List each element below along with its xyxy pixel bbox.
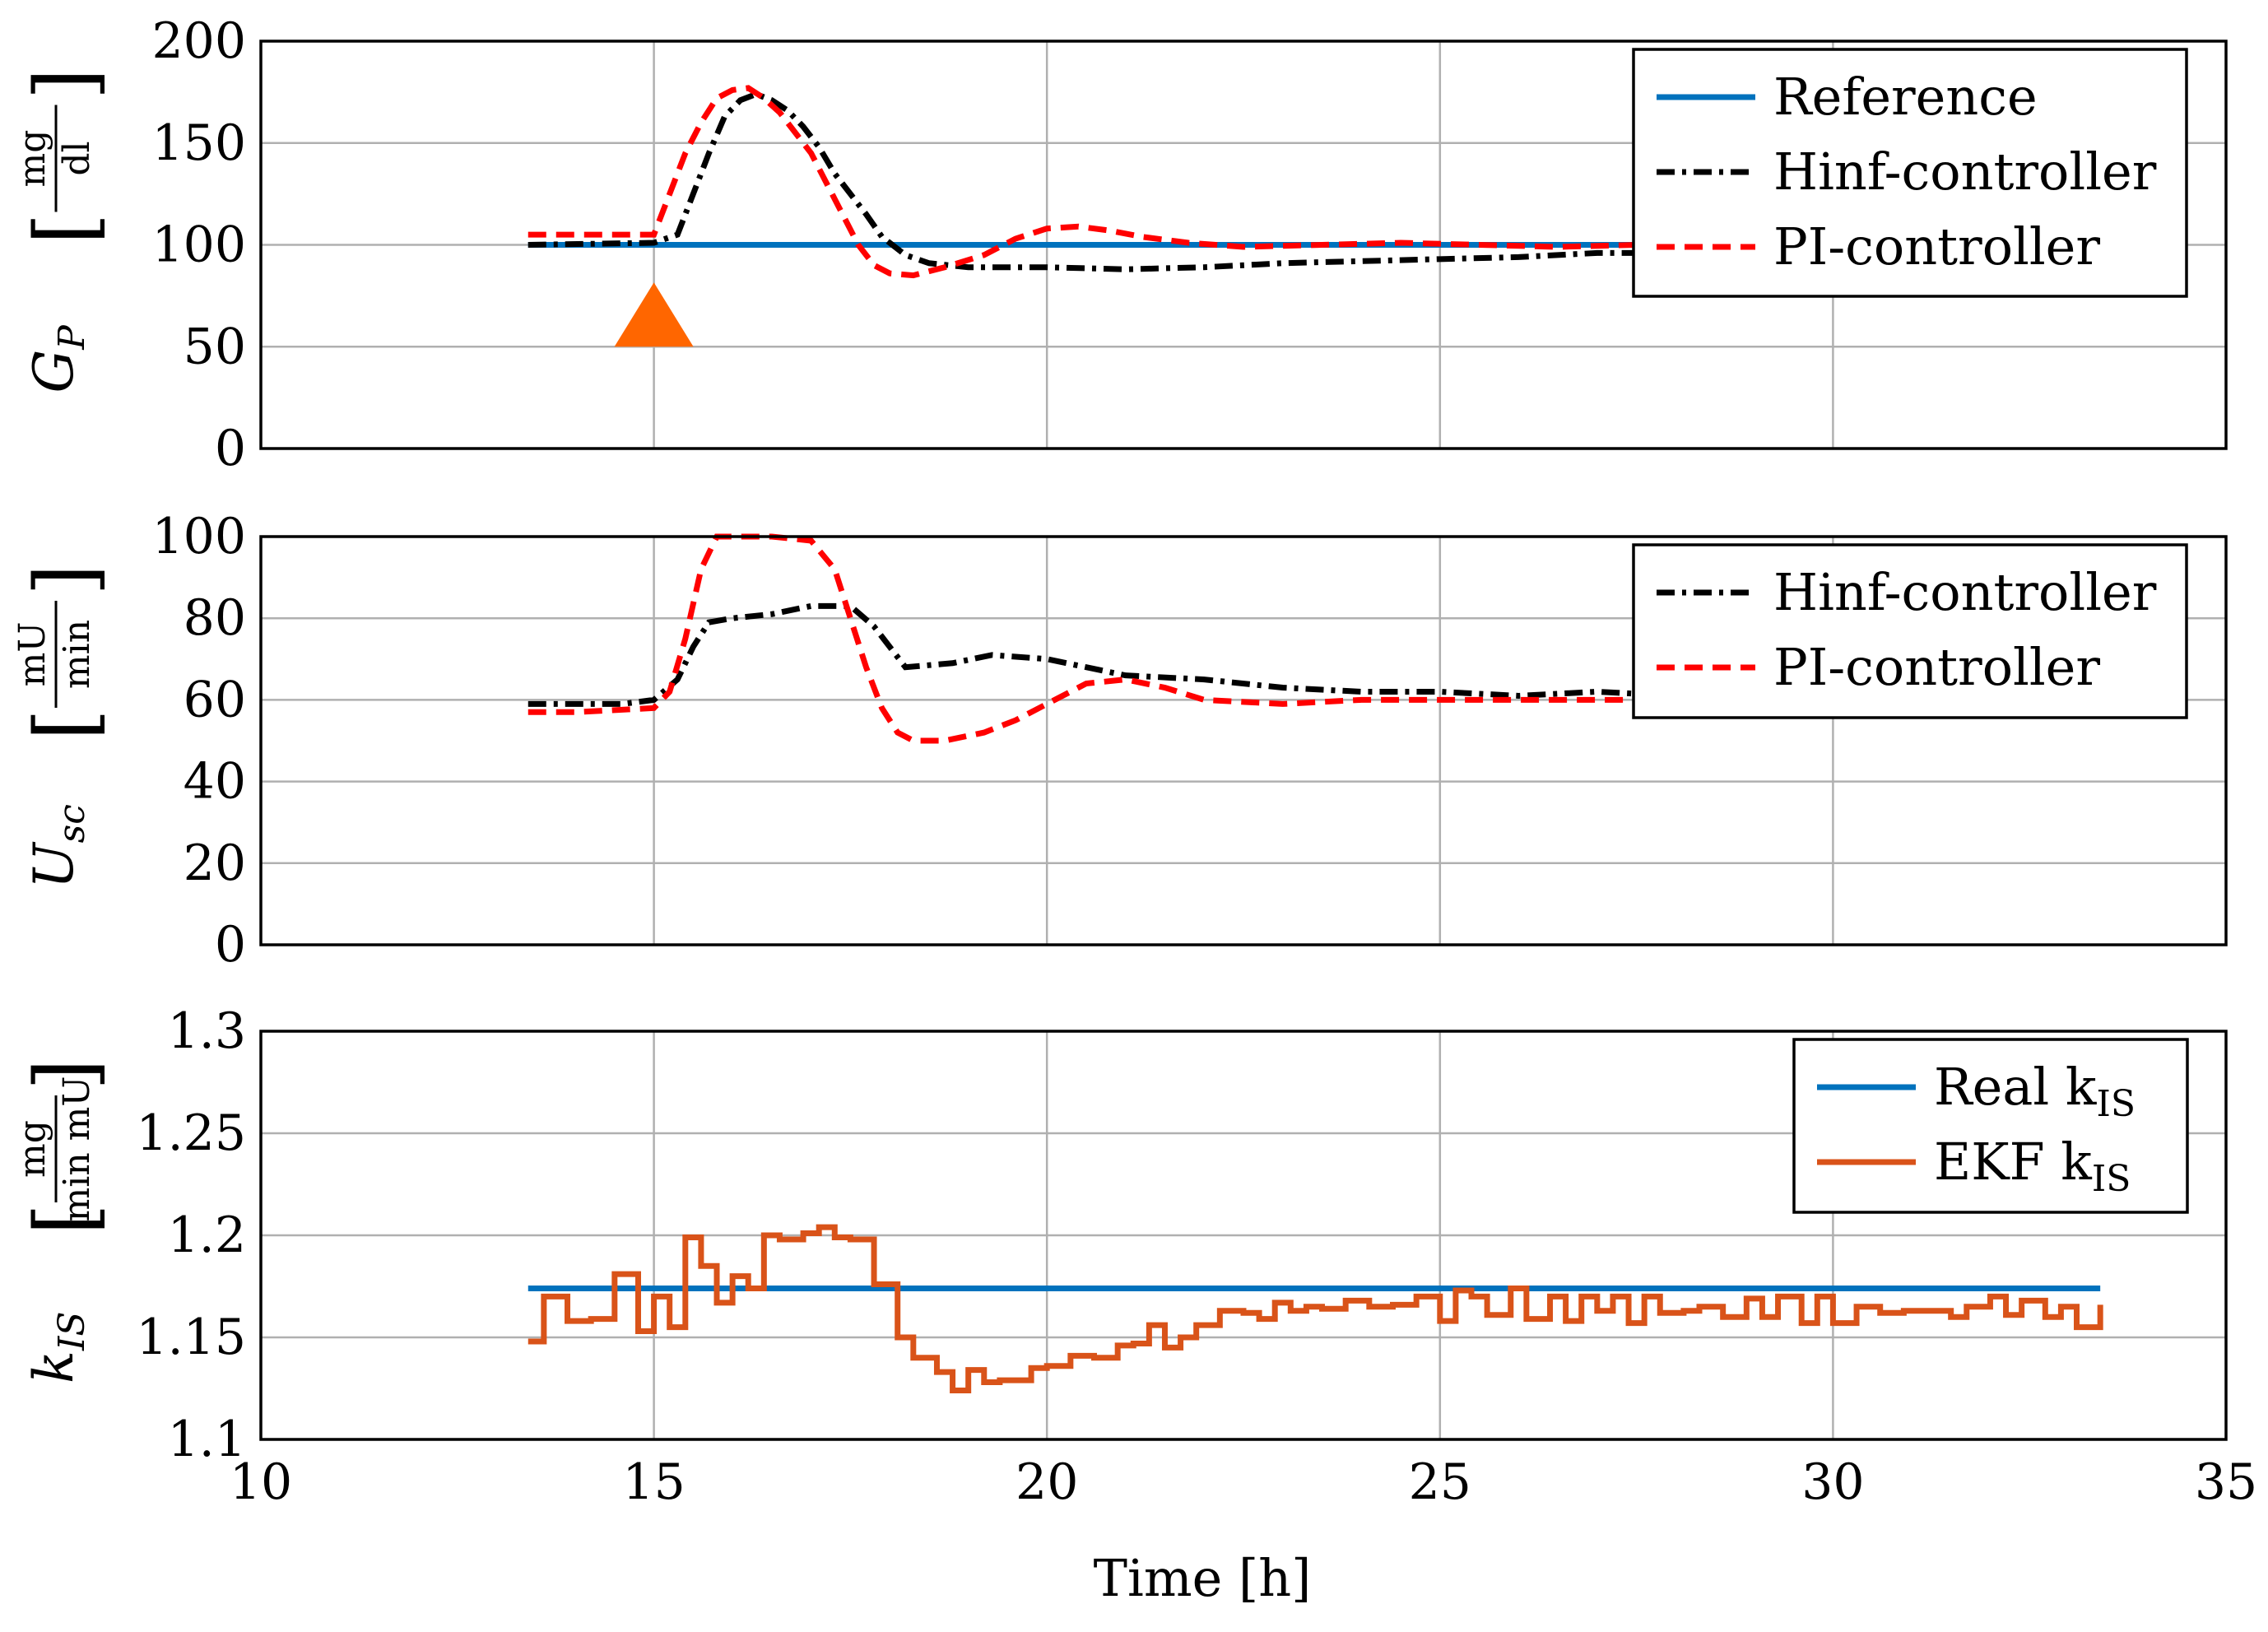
legend-label: Reference [1773, 67, 2038, 127]
unit-bracket-right: ] [17, 564, 114, 596]
meal-marker-icon [614, 282, 694, 347]
y-axis-unit-num: mg [12, 130, 53, 188]
series-line-pi-controller [527, 533, 1676, 744]
y-tick-label: 80 [184, 589, 246, 647]
y-axis-unit-num: mU [12, 622, 53, 687]
y-axis-label: Usc [ mU min] [12, 564, 114, 889]
y-axis-unit-den: dl [56, 141, 98, 175]
y-tick-label: 150 [151, 114, 246, 172]
series-line-hinf-controller [527, 91, 1676, 272]
unit-bracket-left: [ [17, 212, 114, 244]
y-axis-unit-den: min [56, 620, 98, 689]
y-tick-label: 1.25 [136, 1104, 246, 1162]
legend-label: PI-controller [1773, 216, 2100, 277]
x-tick-label: 35 [2195, 1453, 2257, 1511]
y-tick-label: 40 [184, 753, 246, 811]
y-axis-unit-num: mg [12, 1120, 53, 1178]
y-tick-label: 20 [184, 835, 246, 892]
y-tick-label: 0 [215, 916, 246, 974]
series-line-ekf-k [527, 1224, 2103, 1393]
unit-bracket-left: [ [17, 1203, 114, 1235]
unit-bracket-right: ] [17, 1058, 114, 1090]
y-tick-label: 1.2 [168, 1207, 246, 1264]
unit-bracket-right: ] [17, 67, 114, 100]
y-tick-label: 1.3 [168, 1002, 246, 1060]
y-tick-label: 0 [215, 420, 246, 477]
y-tick-label: 100 [151, 508, 246, 565]
legend-label: Hinf-controller [1773, 142, 2157, 202]
series-group [527, 1224, 2103, 1393]
y-tick-label: 200 [151, 12, 246, 70]
y-axis-symbol: GP [22, 324, 93, 393]
axes-frame [259, 1030, 2228, 1441]
series-line-pi-controller [527, 85, 1637, 279]
legend-box [1632, 543, 2188, 719]
y-axis-symbol: Usc [22, 804, 93, 889]
series-group [527, 533, 1676, 744]
y-tick-label: 1.15 [136, 1309, 246, 1366]
panel-2: 0 20 40 60 80 100 Hinf-controller PI-controller… [12, 508, 2228, 974]
x-tick-label: 30 [1801, 1453, 1864, 1511]
y-axis-label: GP [ mg dl] [12, 67, 114, 393]
y-axis-label: kIS [ mg min mU] [12, 1058, 114, 1383]
x-tick-label: 25 [1409, 1453, 1471, 1511]
y-tick-label: 1.1 [168, 1411, 246, 1468]
x-axis-label: Time [h] [1094, 1548, 1312, 1608]
y-tick-label: 100 [151, 216, 246, 274]
axes-frame [259, 40, 2228, 450]
y-axis-unit-den: min mU [56, 1076, 98, 1222]
series-line-hinf-controller [527, 602, 1676, 707]
unit-bracket-left: [ [17, 709, 114, 741]
y-axis-symbol: kIS [22, 1311, 93, 1383]
x-tick-label: 10 [230, 1453, 292, 1511]
panel-1: 0 50 100 150 200 Reference Hinf-controller PI-c… [12, 12, 2228, 477]
x-tick-label: 15 [622, 1453, 685, 1511]
legend-box [1792, 1038, 2189, 1214]
legend-box [1632, 48, 2188, 298]
legend-label: Hinf-controller [1773, 562, 2157, 622]
legend: Reference Hinf-controller PI-controller [1632, 48, 2188, 298]
y-tick-label: 50 [184, 318, 246, 375]
x-tick-label: 20 [1015, 1453, 1078, 1511]
legend: Hinf-controller PI-controller [1632, 543, 2188, 719]
axes-frame [259, 535, 2228, 946]
y-tick-label: 60 [184, 671, 246, 728]
legend-label: PI-controller [1773, 637, 2100, 697]
